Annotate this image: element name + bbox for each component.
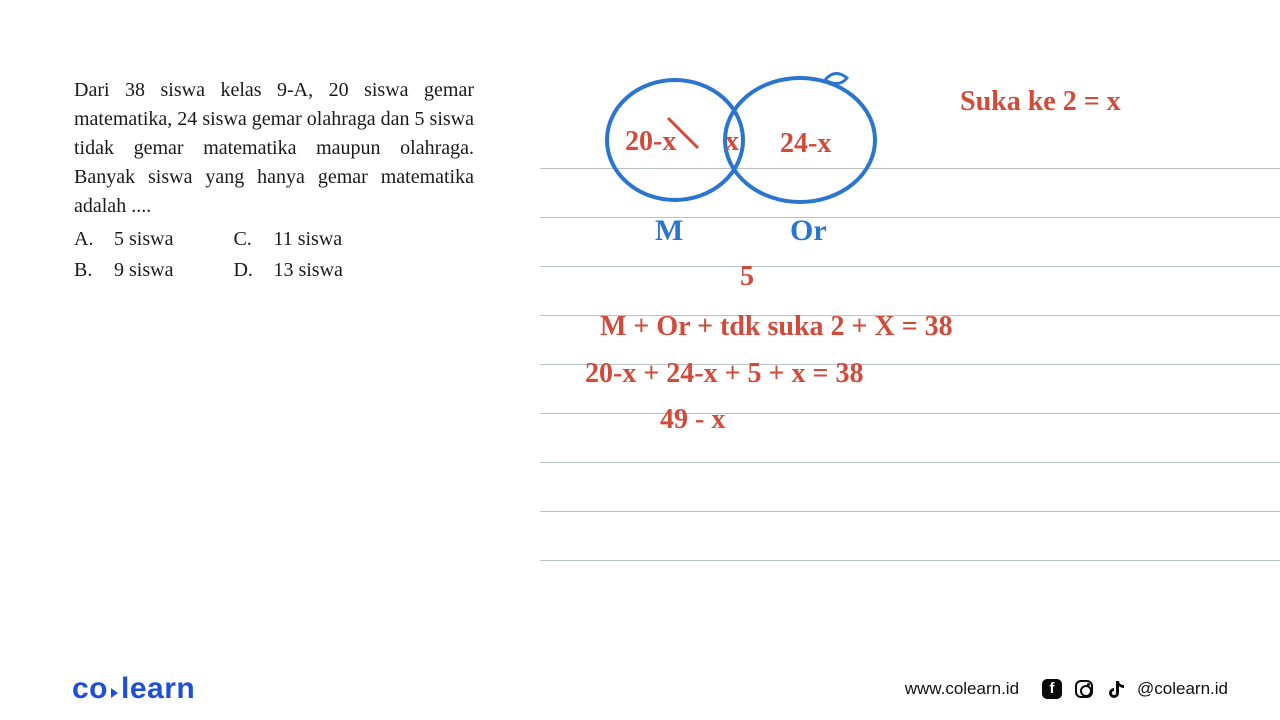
- question-block: Dari 38 siswa kelas 9-A, 20 siswa gemar …: [74, 76, 474, 285]
- options: A. 5 siswa B. 9 siswa C. 11 siswa D. 13 …: [74, 225, 474, 285]
- footer-right: www.colearn.id f @colearn.id: [905, 678, 1228, 700]
- option-a-text: 5 siswa: [114, 225, 173, 254]
- footer-handle: @colearn.id: [1137, 679, 1228, 699]
- venn-left-label: M: [655, 214, 683, 247]
- content-area: Dari 38 siswa kelas 9-A, 20 siswa gemar …: [0, 0, 1280, 640]
- equation-line-2: 20-x + 24-x + 5 + x = 38: [585, 358, 863, 389]
- instagram-icon: [1073, 678, 1095, 700]
- logo-left: co: [72, 672, 108, 706]
- option-letter-b: B.: [74, 256, 98, 285]
- handwritten-work: 20-x x 24-x M Or 5 Suka ke 2 = x M + Or …: [540, 40, 1280, 540]
- option-a: A. 5 siswa: [74, 225, 173, 254]
- social-icons: f @colearn.id: [1041, 678, 1228, 700]
- option-c: C. 11 siswa: [233, 225, 342, 254]
- venn-left-region: 20-x: [625, 126, 676, 157]
- footer-url: www.colearn.id: [905, 679, 1019, 699]
- question-text: Dari 38 siswa kelas 9-A, 20 siswa gemar …: [74, 76, 474, 221]
- brand-logo: co learn: [72, 672, 195, 706]
- option-d-text: 13 siswa: [273, 256, 342, 285]
- venn-right-region: 24-x: [780, 128, 831, 159]
- facebook-icon: f: [1041, 678, 1063, 700]
- venn-loop: [825, 73, 847, 83]
- venn-right-label: Or: [790, 214, 827, 247]
- equation-line-3: 49 - x: [660, 404, 725, 435]
- option-col-left: A. 5 siswa B. 9 siswa: [74, 225, 173, 285]
- option-c-text: 11 siswa: [273, 225, 342, 254]
- option-letter-c: C.: [233, 225, 257, 254]
- option-b: B. 9 siswa: [74, 256, 173, 285]
- venn-intersection: x: [725, 126, 739, 157]
- tiktok-icon: [1105, 678, 1127, 700]
- option-letter-d: D.: [233, 256, 257, 285]
- equation-line-1: M + Or + tdk suka 2 + X = 38: [600, 311, 953, 342]
- option-d: D. 13 siswa: [233, 256, 342, 285]
- logo-triangle-icon: [111, 688, 118, 698]
- option-b-text: 9 siswa: [114, 256, 173, 285]
- option-letter-a: A.: [74, 225, 98, 254]
- logo-right: learn: [121, 672, 195, 706]
- option-col-right: C. 11 siswa D. 13 siswa: [233, 225, 342, 285]
- footer: co learn www.colearn.id f @colearn.id: [0, 656, 1280, 720]
- side-note: Suka ke 2 = x: [960, 86, 1121, 117]
- venn-outside: 5: [740, 261, 754, 292]
